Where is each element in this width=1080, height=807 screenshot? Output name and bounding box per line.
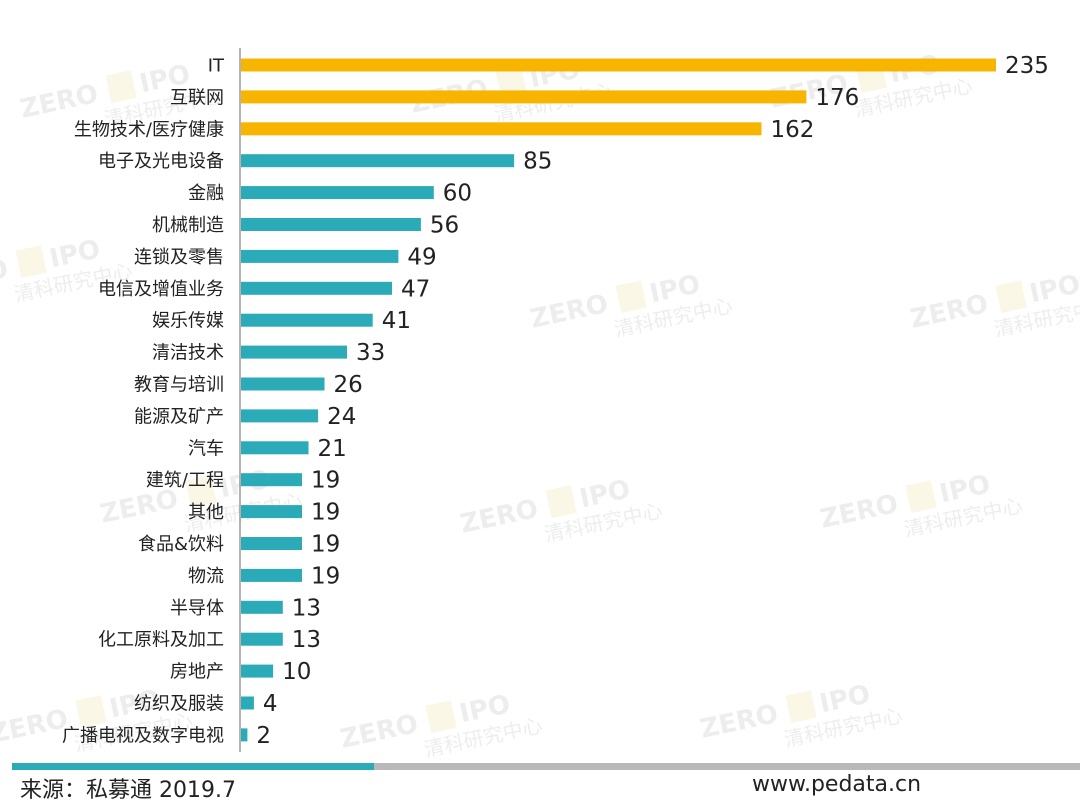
value-label-4: 60 [443, 181, 472, 207]
bar-21 [241, 728, 248, 742]
category-label-14: 其他 [188, 502, 224, 523]
category-label-0: IT [208, 56, 225, 77]
value-label-1: 176 [815, 85, 859, 111]
svg-text:ZERO: ZERO [0, 254, 11, 300]
svg-text:ZERO: ZERO [338, 709, 421, 755]
category-label-4: 金融 [188, 183, 224, 204]
value-label-17: 13 [292, 595, 321, 621]
svg-text:ZERO: ZERO [458, 494, 541, 540]
value-label-8: 41 [382, 308, 411, 334]
source-caption: 来源：私募通 2019.7 [20, 778, 236, 803]
value-label-9: 33 [356, 340, 385, 366]
bar-19 [241, 664, 274, 678]
bar-1 [241, 90, 807, 104]
bar-5 [241, 218, 421, 231]
value-label-11: 24 [327, 404, 356, 430]
bar-2 [241, 122, 762, 136]
category-label-10: 教育与培训 [134, 375, 224, 396]
bar-0 [241, 58, 996, 72]
value-label-6: 49 [407, 244, 436, 270]
category-label-1: 互联网 [170, 87, 224, 108]
bar-15 [241, 537, 302, 550]
category-label-6: 连锁及零售 [134, 247, 224, 268]
bar-18 [241, 632, 283, 646]
category-label-18: 化工原料及加工 [98, 630, 224, 651]
bar-20 [241, 696, 254, 710]
bar-12 [241, 441, 309, 455]
bar-7 [241, 281, 392, 295]
value-label-20: 4 [263, 691, 278, 717]
value-label-5: 56 [430, 213, 459, 239]
value-label-19: 10 [282, 659, 311, 685]
horizontal-bar-chart: ZEROIPO清科研究中心ZEROIPO清科研究中心ZEROIPO清科研究中心Z… [0, 48, 1080, 762]
bar-16 [241, 568, 302, 582]
bar-13 [241, 473, 302, 487]
svg-text:ZERO: ZERO [18, 79, 101, 125]
value-label-21: 2 [256, 723, 271, 749]
category-label-19: 房地产 [170, 662, 224, 683]
footer-divider [12, 763, 1080, 770]
bar-3 [241, 154, 515, 168]
category-label-16: 物流 [188, 566, 224, 587]
bar-group: IT 235 互联网 176 生物技术/医疗健康 162 电子及光电设备 85 金融 60 机械制造… [62, 53, 1049, 749]
value-label-2: 162 [771, 117, 815, 143]
website-caption: www.pedata.cn [752, 772, 922, 797]
category-label-7: 电信及增值业务 [98, 279, 224, 300]
value-label-18: 13 [292, 627, 321, 653]
category-label-9: 清洁技术 [152, 343, 224, 364]
bar-11 [241, 409, 319, 423]
category-label-20: 纺织及服装 [134, 694, 224, 715]
value-label-16: 19 [311, 563, 340, 589]
bar-17 [241, 600, 283, 614]
value-label-13: 19 [311, 468, 340, 494]
footer-divider-secondary [374, 763, 1080, 770]
value-label-14: 19 [311, 500, 340, 526]
category-label-11: 能源及矿产 [134, 406, 224, 427]
bar-14 [241, 505, 302, 519]
category-label-17: 半导体 [170, 598, 224, 619]
bar-10 [241, 377, 325, 391]
svg-text:ZERO: ZERO [908, 289, 991, 335]
category-label-5: 机械制造 [152, 215, 224, 236]
svg-text:ZERO: ZERO [0, 704, 71, 750]
bar-9 [241, 345, 347, 359]
svg-text:ZERO: ZERO [818, 489, 901, 535]
category-label-15: 食品&饮料 [138, 534, 224, 555]
svg-text:ZERO: ZERO [528, 289, 611, 335]
category-label-2: 生物技术/医疗健康 [74, 119, 224, 140]
value-label-12: 21 [318, 436, 347, 462]
value-label-10: 26 [334, 372, 363, 398]
bar-4 [241, 186, 434, 200]
footer-divider-primary [12, 763, 374, 770]
category-label-8: 娱乐传媒 [152, 311, 224, 332]
value-label-3: 85 [523, 149, 552, 175]
category-label-3: 电子及光电设备 [98, 151, 224, 172]
category-label-21: 广播电视及数字电视 [62, 725, 224, 746]
category-label-12: 汽车 [188, 438, 224, 459]
value-label-0: 235 [1005, 53, 1049, 79]
bar-6 [241, 249, 399, 263]
svg-text:ZERO: ZERO [698, 699, 781, 745]
value-label-15: 19 [311, 532, 340, 558]
value-label-7: 47 [401, 276, 430, 302]
bar-8 [241, 313, 373, 327]
category-label-13: 建筑/工程 [146, 470, 224, 491]
